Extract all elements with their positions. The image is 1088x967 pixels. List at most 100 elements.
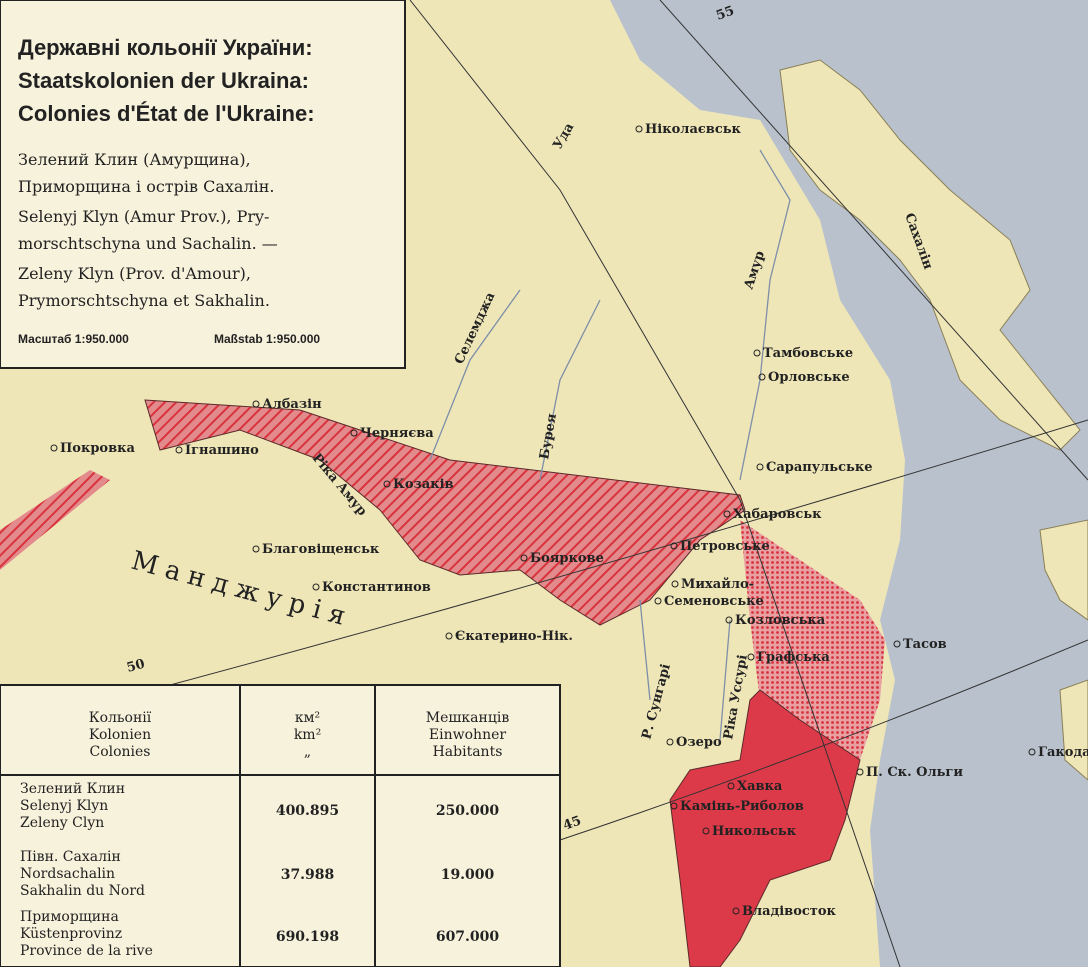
cell-value: 690.198 xyxy=(276,929,339,945)
amur-colony xyxy=(144,399,746,626)
place-label: Благовіщенськ xyxy=(262,542,380,557)
table-header: km² xyxy=(294,727,321,743)
table-header: Кольонії xyxy=(89,710,152,726)
legend-box xyxy=(0,0,406,369)
town-marker xyxy=(666,738,674,746)
town-marker xyxy=(635,125,643,133)
cell-value: 400.895 xyxy=(276,803,339,819)
row-name: Nordsachalin xyxy=(20,866,115,882)
place-label: Черняєва xyxy=(360,426,434,441)
place-label: П. Ск. Ольги xyxy=(866,765,963,780)
town-marker xyxy=(893,640,901,648)
town-marker xyxy=(671,580,679,588)
place-label: Никольськ xyxy=(712,824,797,839)
legend-text: Приморщина і острів Сахалін. xyxy=(18,177,274,196)
place-labels: НіколаєвськУдаСахалінАмурТамбовськеОрлов… xyxy=(50,120,1088,919)
row-name: Küstenprovinz xyxy=(20,926,122,942)
cell-value: 37.988 xyxy=(281,867,335,883)
row-name: Приморщина xyxy=(20,909,119,925)
hatched-region xyxy=(0,470,110,570)
town-marker xyxy=(654,597,662,605)
place-label: Албазін xyxy=(262,397,322,412)
japan-coast xyxy=(1059,679,1088,781)
place-label: Ніколаєвськ xyxy=(645,122,742,137)
town-marker xyxy=(670,802,678,810)
place-label: Тасов xyxy=(903,637,947,652)
town-marker xyxy=(753,349,761,357)
town-marker xyxy=(723,510,731,518)
town-marker xyxy=(732,907,740,915)
legend-text: Зелений Клин (Амурщина), xyxy=(18,150,251,169)
town-marker xyxy=(756,463,764,471)
row-name: Зелений Клин xyxy=(20,781,125,797)
town-marker xyxy=(747,653,755,661)
row-name: Півн. Сахалін xyxy=(20,849,121,865)
table-frame xyxy=(0,684,561,967)
place-label: Сарапульське xyxy=(766,460,873,475)
table-header: км² xyxy=(295,710,320,726)
town-marker xyxy=(856,768,864,776)
town-marker xyxy=(758,373,766,381)
legend-title: Colonies d'État de l'Ukraine: xyxy=(18,101,315,126)
place-label: Михайло- xyxy=(681,577,754,592)
town-marker xyxy=(670,542,678,550)
table-header: Einwohner xyxy=(429,727,506,743)
town-marker xyxy=(727,782,735,790)
graticule-label: 45 xyxy=(561,813,583,833)
place-label: Гакодат xyxy=(1038,745,1088,760)
town-marker xyxy=(50,444,58,452)
legend-text: morschtschyna und Sachalin. — xyxy=(18,234,278,253)
cell-value: 250.000 xyxy=(436,803,500,819)
place-label: Уда xyxy=(550,120,577,152)
place-label: Бояркове xyxy=(530,551,604,566)
place-label: Владівосток xyxy=(742,904,837,919)
place-label: Графська xyxy=(757,650,830,665)
table-header: „ xyxy=(304,744,311,760)
sakhalin-island xyxy=(779,59,1081,451)
town-marker xyxy=(725,616,733,624)
japan-coast xyxy=(1039,519,1088,621)
row-name: Sakhalin du Nord xyxy=(20,883,145,899)
place-label: Козловська xyxy=(735,613,826,628)
place-label: Ігнашино xyxy=(185,443,259,458)
graticule-label: 50 xyxy=(125,657,146,676)
legend-text: Selenyj Klyn (Amur Prov.), Pry- xyxy=(18,207,269,226)
table-header: Habitants xyxy=(433,744,503,760)
row-name: Province de la rive xyxy=(20,943,153,959)
town-marker xyxy=(312,583,320,591)
legend-title: Державні кольонії України: xyxy=(18,35,313,60)
place-label: Р. Сунгарі xyxy=(639,662,674,741)
place-label: Камінь-Риболов xyxy=(680,799,804,814)
place-label: Орловське xyxy=(768,370,850,385)
town-marker xyxy=(383,480,391,488)
town-marker xyxy=(520,554,528,562)
place-label: Константинов xyxy=(322,580,431,595)
town-marker xyxy=(702,827,710,835)
town-marker xyxy=(1028,748,1036,756)
town-marker xyxy=(445,632,453,640)
table-header: Мешканців xyxy=(426,710,510,726)
legend-text: Zeleny Klyn (Prov. d'Amour), xyxy=(18,264,251,283)
place-label: Бурея xyxy=(537,412,560,461)
town-marker xyxy=(252,545,260,553)
table-header: Kolonien xyxy=(89,727,151,743)
place-label: Козаків xyxy=(393,477,454,492)
place-label: Амур xyxy=(742,249,768,291)
place-label: Хабаровськ xyxy=(733,507,822,522)
place-label: Озеро xyxy=(676,735,722,750)
place-label: Петровське xyxy=(680,539,770,554)
place-label: Єкатерино-Нік. xyxy=(455,629,573,644)
primorye-colony xyxy=(669,689,861,967)
place-label: Селемджа xyxy=(452,290,499,367)
place-label: Хавка xyxy=(737,779,783,794)
place-label: Тамбовське xyxy=(763,346,853,361)
place-label: Семеновське xyxy=(664,594,764,609)
legend-text: Prymorschtschyna et Sakhalin. xyxy=(18,291,270,310)
primorye-dotted xyxy=(740,520,885,760)
rivers xyxy=(429,149,791,741)
town-marker xyxy=(350,429,358,437)
table-header: Colonies xyxy=(89,744,150,760)
legend-title: Staatskolonien der Ukraina: xyxy=(18,68,309,93)
